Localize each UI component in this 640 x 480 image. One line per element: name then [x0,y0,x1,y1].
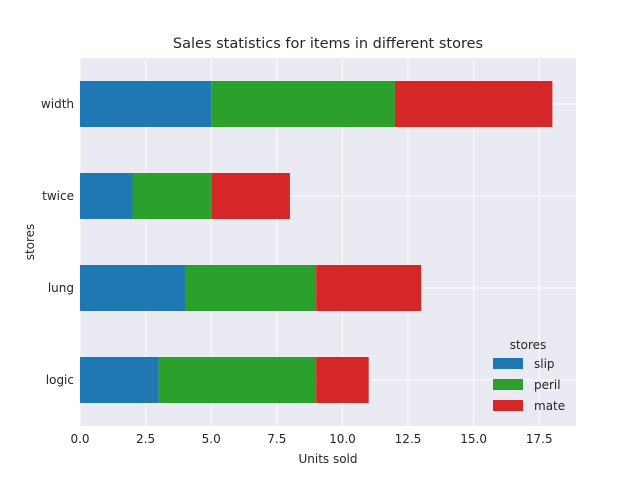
y-tick-label: lung [48,281,74,295]
legend-label: peril [534,378,561,392]
legend-label: slip [534,357,555,371]
legend-label: mate [534,399,565,413]
x-tick-label: 7.5 [267,432,286,446]
x-axis-label: Units sold [298,452,357,466]
legend-title: stores [510,338,547,352]
bar-peril-width [211,81,395,127]
y-axis-label: stores [23,224,37,261]
y-tick-label: logic [46,373,74,387]
bar-peril-logic [158,357,317,403]
x-tick-label: 17.5 [526,432,553,446]
x-tick-label: 15.0 [460,432,487,446]
legend-swatch-peril [493,379,523,390]
bar-mate-width [394,81,553,127]
bar-slip-width [80,81,212,127]
bar-mate-lung [316,265,422,311]
x-tick-label: 5.0 [202,432,221,446]
legend-swatch-slip [493,358,523,369]
y-tick-label: twice [42,189,74,203]
y-tick-label: width [41,97,74,111]
bar-slip-logic [80,357,159,403]
legend-swatch-mate [493,400,523,411]
bars [80,81,553,403]
bar-peril-twice [132,173,212,219]
x-tick-label: 10.0 [329,432,356,446]
x-tick-label: 2.5 [136,432,155,446]
x-tick-label: 0.0 [70,432,89,446]
chart-title: Sales statistics for items in different … [173,36,483,52]
x-tick-label: 12.5 [395,432,422,446]
y-tick-labels: logic lung twice width [41,97,74,387]
bar-slip-twice [80,173,133,219]
bar-mate-twice [211,173,290,219]
x-tick-labels: 0.0 2.5 5.0 7.5 10.0 12.5 15.0 17.5 [70,432,552,446]
bar-mate-logic [316,357,369,403]
bar-peril-lung [184,265,317,311]
bar-slip-lung [80,265,185,311]
legend: stores slip peril mate [493,338,565,413]
